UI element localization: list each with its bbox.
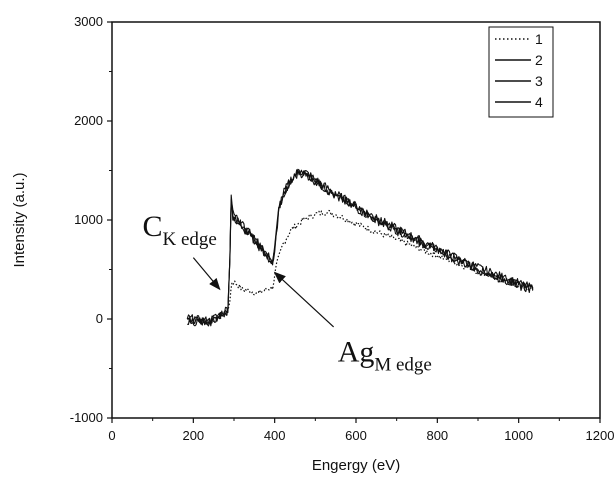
series-line-3 xyxy=(186,169,534,325)
x-tick-label: 200 xyxy=(182,428,204,443)
series-line-4 xyxy=(187,169,534,327)
legend: 1 2 3 4 xyxy=(488,26,554,118)
annotations: CK edge AgM edge xyxy=(143,210,432,376)
ag-m-edge-label: AgM edge xyxy=(338,336,432,376)
y-tick-label: -1000 xyxy=(70,410,103,425)
c-k-edge-label: CK edge xyxy=(143,210,217,250)
ag-m-edge-arrow xyxy=(273,271,335,328)
legend-box xyxy=(488,26,554,118)
ag-m-edge-subscript: M edge xyxy=(374,355,432,376)
y-tick-label: 0 xyxy=(96,311,103,326)
legend-label-1: 1 xyxy=(535,31,543,47)
series-line-1 xyxy=(187,209,534,325)
legend-label-3: 3 xyxy=(535,73,543,89)
x-tick-label: 600 xyxy=(345,428,367,443)
x-tick-label: 1000 xyxy=(504,428,533,443)
y-tick-label: 2000 xyxy=(74,113,103,128)
series-layer xyxy=(186,168,534,327)
c-k-edge-subscript: K edge xyxy=(163,229,217,250)
y-axis: -1000 0 1000 2000 3000 xyxy=(70,14,112,425)
series-line-2 xyxy=(187,168,534,327)
x-tick-label: 400 xyxy=(264,428,286,443)
y-tick-label: 3000 xyxy=(74,14,103,29)
c-k-edge-arrow xyxy=(192,257,221,291)
ag-m-edge-main: Ag xyxy=(338,336,375,369)
x-tick-label: 0 xyxy=(108,428,115,443)
y-axis-title: Intensity (a.u.) xyxy=(11,172,28,267)
x-tick-label: 1200 xyxy=(586,428,615,443)
legend-label-4: 4 xyxy=(535,94,543,110)
c-k-edge-main: C xyxy=(143,210,163,243)
x-axis-title: Engergy (eV) xyxy=(312,457,400,474)
legend-label-2: 2 xyxy=(535,52,543,68)
y-tick-label: 1000 xyxy=(74,212,103,227)
x-tick-label: 800 xyxy=(426,428,448,443)
x-axis: 0 200 400 600 800 1000 1200 xyxy=(108,418,614,443)
